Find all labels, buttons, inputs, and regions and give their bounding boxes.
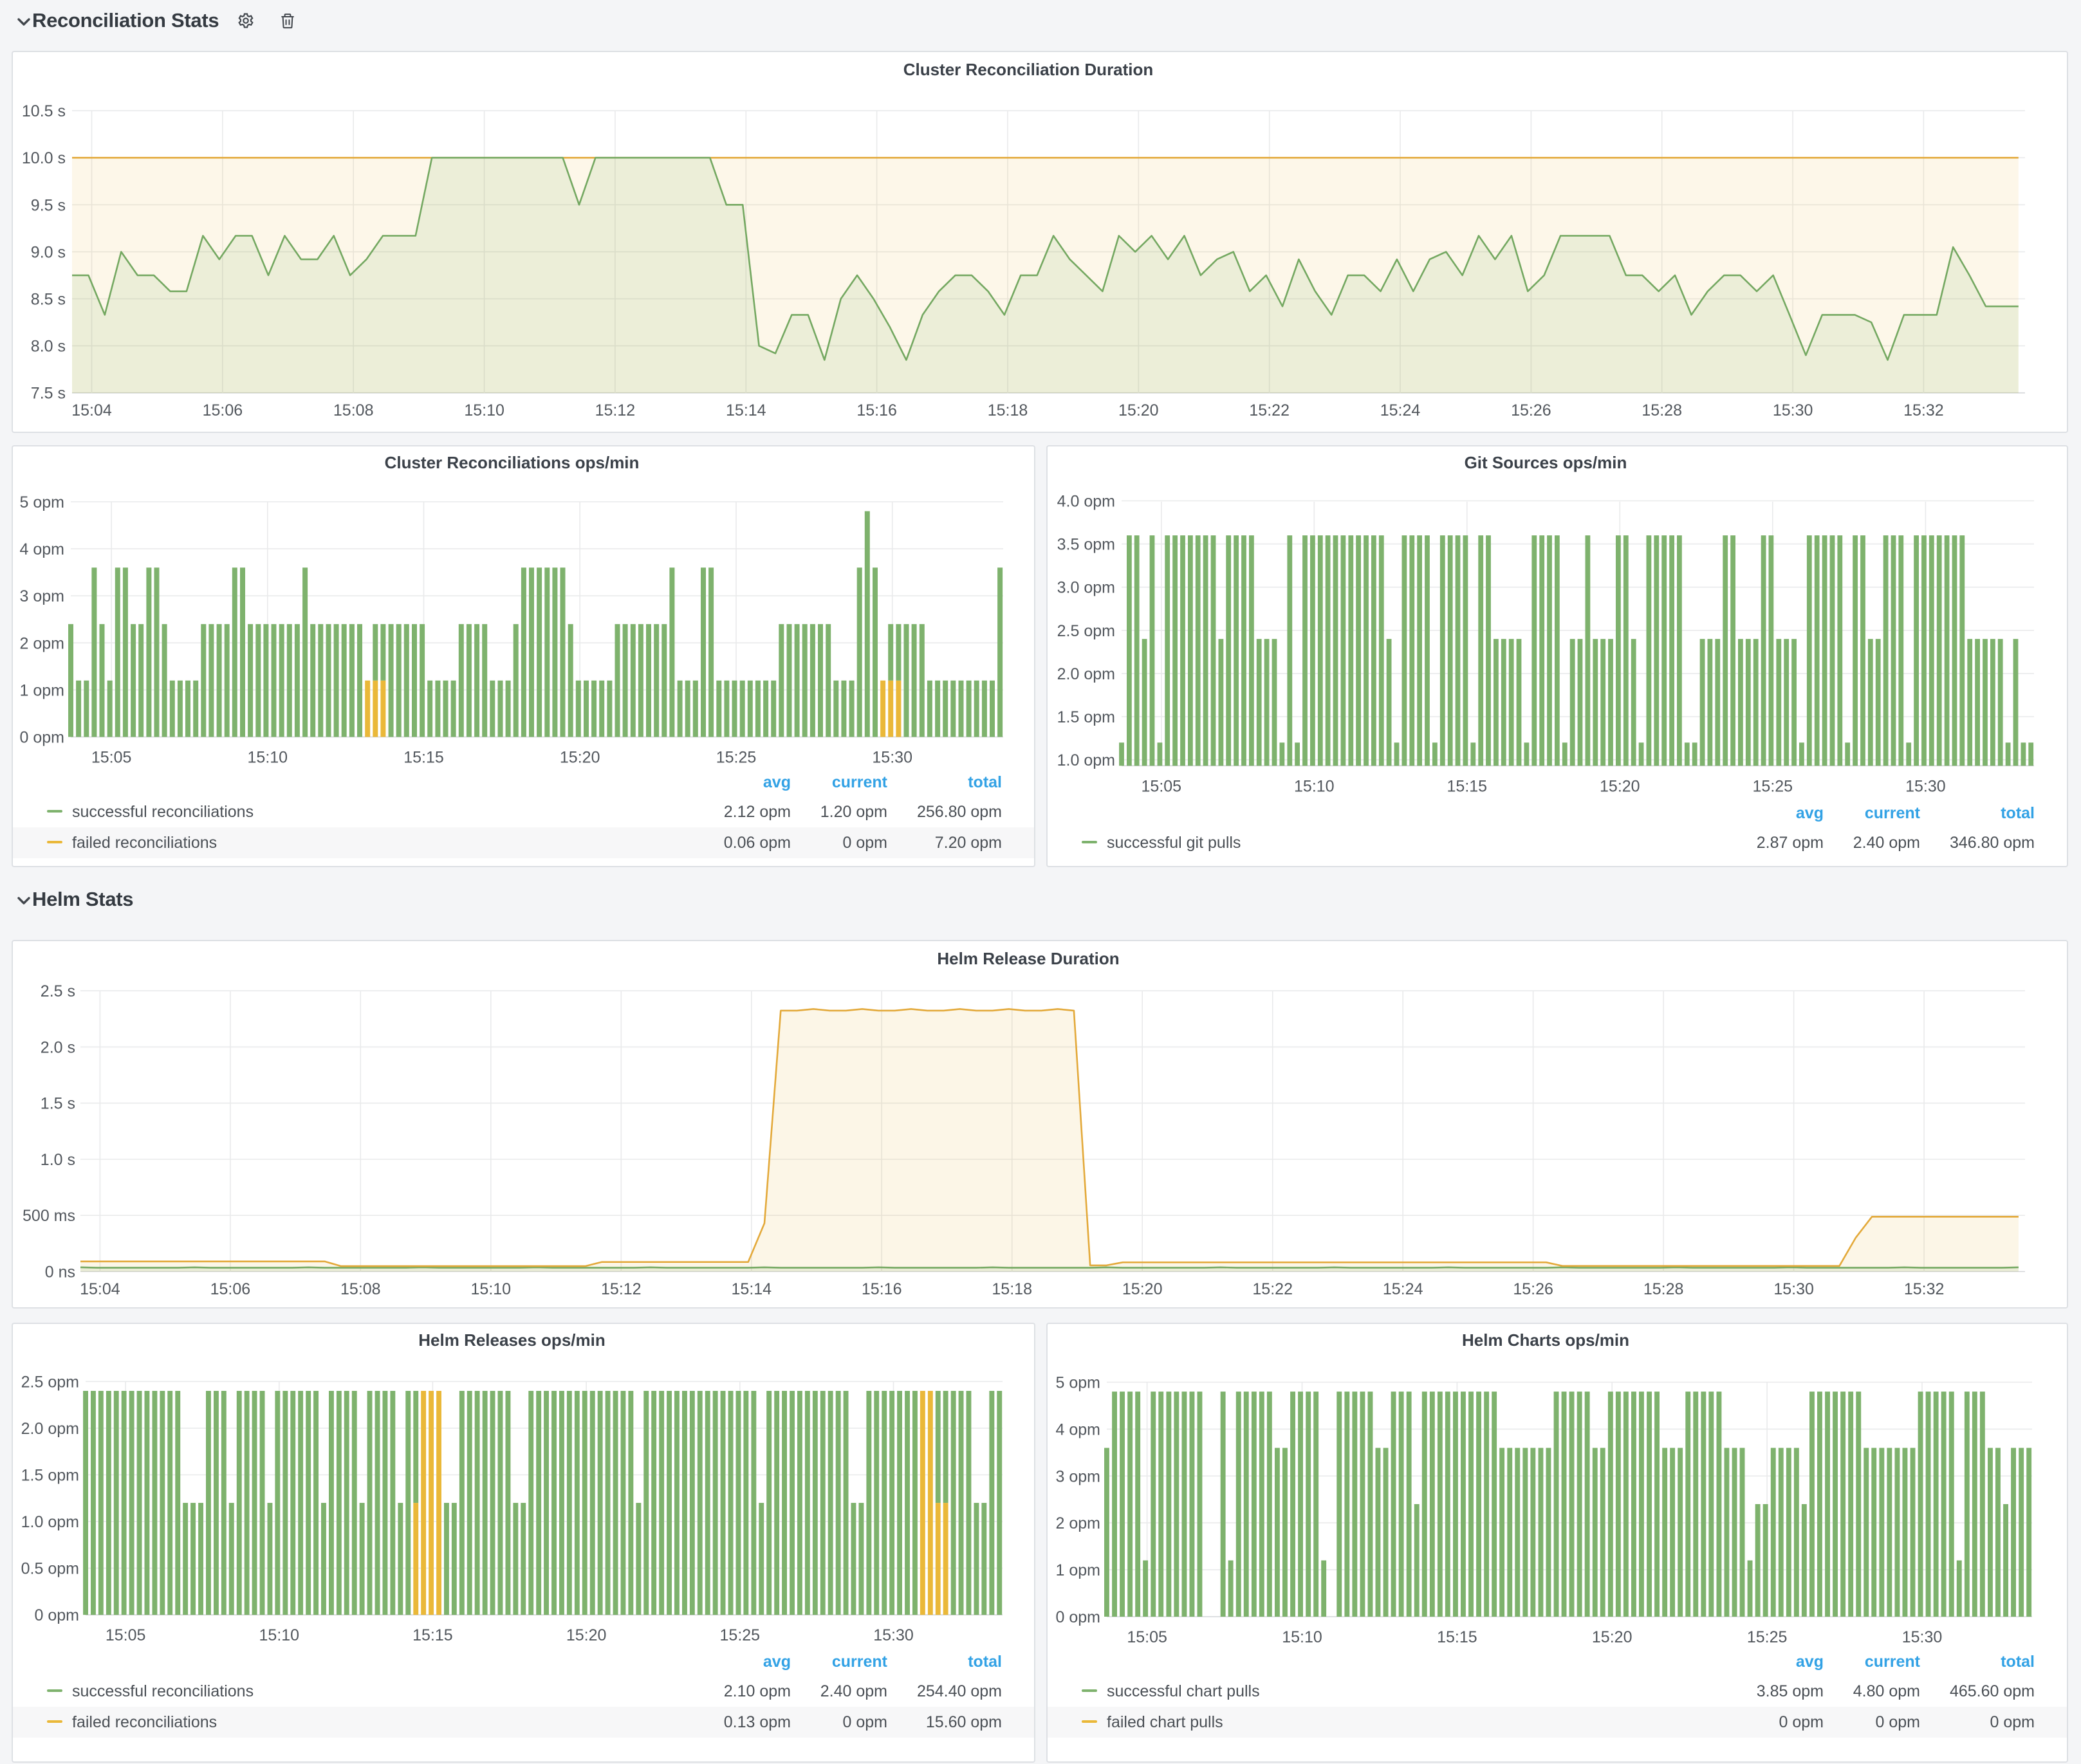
svg-text:15:10: 15:10: [259, 1626, 300, 1644]
svg-text:10.0 s: 10.0 s: [22, 149, 66, 167]
svg-text:15:30: 15:30: [872, 749, 912, 767]
svg-text:15:32: 15:32: [1903, 401, 1944, 419]
svg-text:2.5 s: 2.5 s: [41, 982, 75, 1000]
svg-text:3 opm: 3 opm: [1056, 1467, 1100, 1485]
svg-text:15:20: 15:20: [1600, 777, 1640, 795]
svg-text:15:30: 15:30: [1905, 777, 1946, 795]
svg-text:15:28: 15:28: [1642, 401, 1682, 419]
svg-text:2.0 opm: 2.0 opm: [1057, 665, 1115, 683]
svg-text:5 opm: 5 opm: [20, 493, 64, 511]
svg-text:15:30: 15:30: [1902, 1628, 1943, 1646]
svg-text:15:12: 15:12: [595, 401, 636, 419]
svg-text:15:20: 15:20: [560, 749, 600, 767]
svg-text:15:30: 15:30: [1773, 401, 1813, 419]
svg-text:4 opm: 4 opm: [1056, 1420, 1100, 1438]
svg-text:3.0 opm: 3.0 opm: [1057, 579, 1115, 597]
svg-text:1.0 opm: 1.0 opm: [1057, 751, 1115, 769]
svg-text:2.0 opm: 2.0 opm: [21, 1420, 79, 1438]
svg-text:3 opm: 3 opm: [20, 587, 64, 605]
svg-text:1.0 opm: 1.0 opm: [21, 1513, 79, 1531]
svg-text:15:10: 15:10: [248, 749, 288, 767]
svg-text:15:12: 15:12: [601, 1280, 642, 1298]
svg-text:5 opm: 5 opm: [1056, 1374, 1100, 1392]
svg-text:8.5 s: 8.5 s: [31, 291, 66, 309]
svg-text:15:14: 15:14: [726, 401, 766, 419]
svg-text:9.5 s: 9.5 s: [31, 196, 66, 214]
svg-text:1 opm: 1 opm: [20, 681, 64, 699]
svg-text:4.0 opm: 4.0 opm: [1057, 493, 1115, 511]
svg-text:15:20: 15:20: [1118, 401, 1159, 419]
svg-text:15:10: 15:10: [1294, 777, 1335, 795]
svg-text:1.0 s: 1.0 s: [41, 1151, 75, 1169]
svg-text:15:20: 15:20: [566, 1626, 607, 1644]
svg-text:1 opm: 1 opm: [1056, 1561, 1100, 1579]
svg-text:15:05: 15:05: [1142, 777, 1182, 795]
svg-text:1.5 opm: 1.5 opm: [21, 1467, 79, 1485]
svg-text:15:25: 15:25: [716, 749, 757, 767]
svg-text:15:06: 15:06: [203, 401, 243, 419]
svg-text:2.0 s: 2.0 s: [41, 1038, 75, 1056]
svg-text:15:05: 15:05: [91, 749, 132, 767]
svg-text:2 opm: 2 opm: [20, 634, 64, 652]
svg-text:15:25: 15:25: [1753, 777, 1793, 795]
svg-text:15:10: 15:10: [464, 401, 504, 419]
svg-text:15:18: 15:18: [988, 401, 1028, 419]
svg-text:10.5 s: 10.5 s: [22, 102, 66, 120]
svg-text:15:16: 15:16: [862, 1280, 902, 1298]
svg-text:0.5 opm: 0.5 opm: [21, 1560, 79, 1578]
svg-text:15:18: 15:18: [992, 1280, 1032, 1298]
svg-text:2.5 opm: 2.5 opm: [21, 1373, 79, 1391]
svg-text:15:22: 15:22: [1249, 401, 1290, 419]
svg-text:15:05: 15:05: [106, 1626, 146, 1644]
svg-text:0 opm: 0 opm: [20, 729, 64, 747]
svg-text:15:30: 15:30: [873, 1626, 914, 1644]
svg-text:15:25: 15:25: [1747, 1628, 1788, 1646]
svg-text:15:08: 15:08: [340, 1280, 381, 1298]
svg-text:15:25: 15:25: [720, 1626, 761, 1644]
svg-text:15:04: 15:04: [71, 401, 112, 419]
svg-text:15:14: 15:14: [732, 1280, 772, 1298]
svg-text:15:15: 15:15: [412, 1626, 453, 1644]
svg-text:15:24: 15:24: [1383, 1280, 1423, 1298]
svg-text:15:10: 15:10: [1282, 1628, 1322, 1646]
svg-text:15:32: 15:32: [1904, 1280, 1945, 1298]
svg-text:9.0 s: 9.0 s: [31, 243, 66, 261]
svg-text:15:30: 15:30: [1773, 1280, 1814, 1298]
svg-text:3.5 opm: 3.5 opm: [1057, 536, 1115, 554]
svg-text:8.0 s: 8.0 s: [31, 338, 66, 356]
svg-text:0 opm: 0 opm: [35, 1606, 79, 1624]
svg-text:15:06: 15:06: [210, 1280, 251, 1298]
svg-text:15:26: 15:26: [1511, 401, 1551, 419]
svg-text:15:08: 15:08: [333, 401, 374, 419]
svg-text:15:16: 15:16: [856, 401, 897, 419]
svg-text:2 opm: 2 opm: [1056, 1514, 1100, 1532]
svg-text:0 ns: 0 ns: [45, 1263, 75, 1282]
svg-text:500 ms: 500 ms: [23, 1207, 75, 1225]
svg-text:7.5 s: 7.5 s: [31, 385, 66, 403]
svg-text:15:22: 15:22: [1252, 1280, 1293, 1298]
svg-text:15:10: 15:10: [471, 1280, 512, 1298]
svg-text:4 opm: 4 opm: [20, 540, 64, 558]
svg-text:15:28: 15:28: [1643, 1280, 1684, 1298]
svg-text:15:20: 15:20: [1592, 1628, 1632, 1646]
svg-text:1.5 opm: 1.5 opm: [1057, 708, 1115, 726]
svg-text:15:15: 15:15: [403, 749, 444, 767]
svg-text:15:20: 15:20: [1122, 1280, 1163, 1298]
svg-text:15:24: 15:24: [1380, 401, 1421, 419]
svg-text:0 opm: 0 opm: [1056, 1608, 1100, 1626]
svg-text:2.5 opm: 2.5 opm: [1057, 622, 1115, 640]
svg-text:15:26: 15:26: [1513, 1280, 1553, 1298]
svg-text:1.5 s: 1.5 s: [41, 1095, 75, 1113]
svg-text:15:15: 15:15: [1437, 1628, 1477, 1646]
svg-text:15:04: 15:04: [80, 1280, 120, 1298]
svg-text:15:05: 15:05: [1127, 1628, 1167, 1646]
svg-text:15:15: 15:15: [1447, 777, 1488, 795]
